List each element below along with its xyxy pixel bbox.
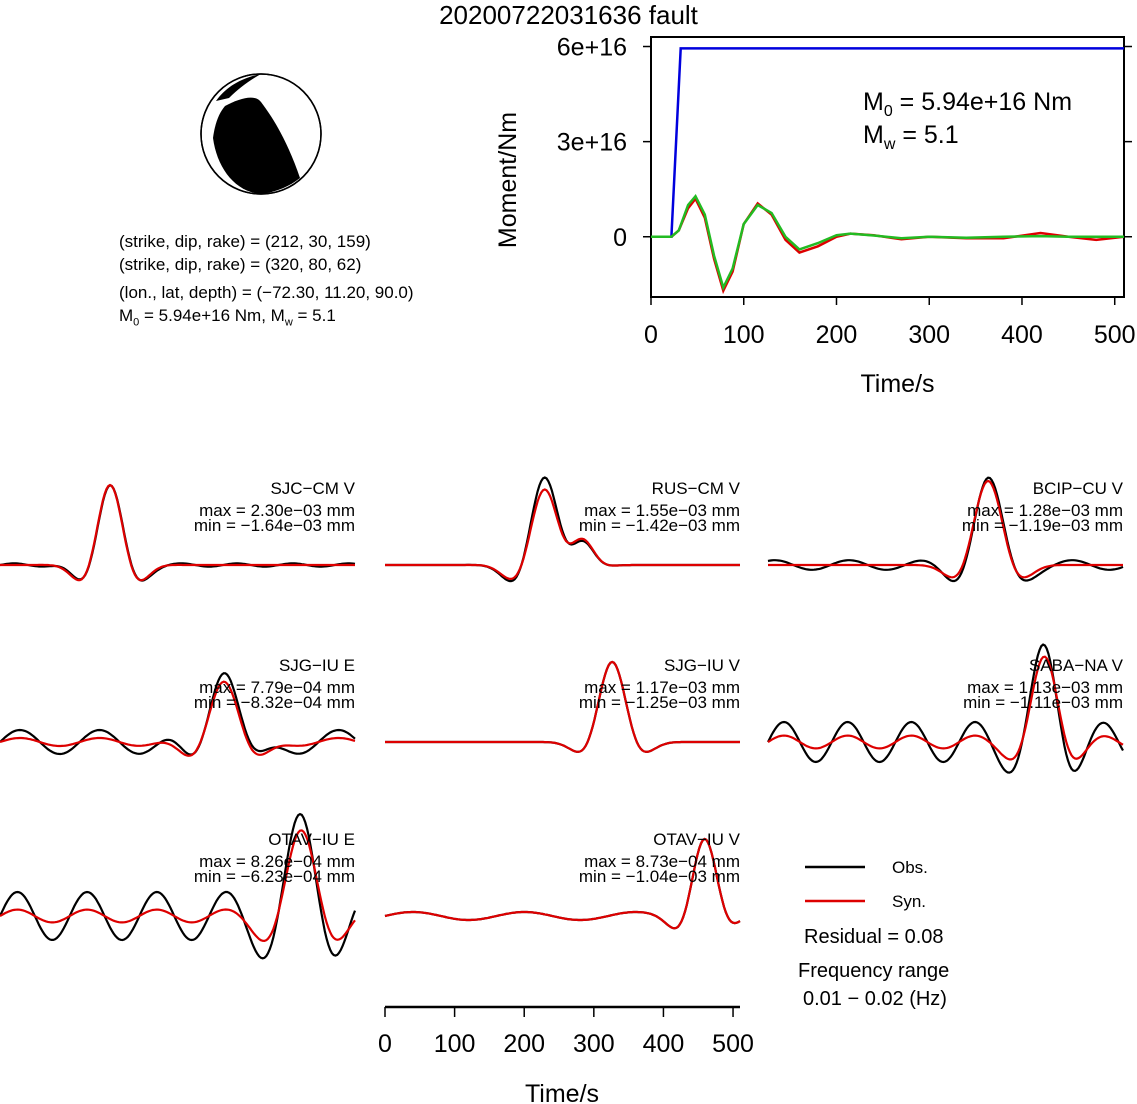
beachball-icon bbox=[200, 73, 322, 195]
moment-ytick-label: 3e+16 bbox=[557, 129, 627, 157]
station-name: OTAV−IU E bbox=[268, 830, 355, 849]
moment-xtick-label: 100 bbox=[723, 321, 765, 349]
station-name: RUS−CM V bbox=[652, 479, 741, 498]
synthetic-trace bbox=[0, 829, 356, 943]
station-max: max = 1.13e−03 mm bbox=[967, 678, 1123, 697]
station-min: min = −1.19e−03 mm bbox=[962, 516, 1123, 535]
station-min: min = −1.64e−03 mm bbox=[194, 516, 355, 535]
wave-xtick-label: 100 bbox=[434, 1030, 476, 1058]
station-name: SJG−IU V bbox=[664, 656, 741, 675]
moment-annotation-mw: Mw = 5.1 bbox=[863, 121, 959, 153]
wave-xlabel: Time/s bbox=[525, 1080, 599, 1104]
wave-xtick-label: 400 bbox=[643, 1030, 685, 1058]
station-max: max = 1.17e−03 mm bbox=[584, 678, 740, 697]
mechanism-nodal-plane-1: (strike, dip, rake) = (212, 30, 159) bbox=[119, 232, 371, 251]
moment-xtick-label: 0 bbox=[644, 321, 658, 349]
moment-plot-frame bbox=[650, 36, 1125, 298]
station-min: min = −6.23e−04 mm bbox=[194, 867, 355, 886]
station-name: SJC−CM V bbox=[270, 479, 355, 498]
synthetic-trace bbox=[385, 660, 740, 753]
mechanism-nodal-plane-2: (strike, dip, rake) = (320, 80, 62) bbox=[119, 255, 362, 274]
moment-xlabel: Time/s bbox=[860, 370, 934, 398]
wave-xtick-label: 0 bbox=[378, 1030, 392, 1058]
observed-trace bbox=[0, 672, 356, 756]
station-name: SJG−IU E bbox=[279, 656, 355, 675]
residual-label: Residual = 0.08 bbox=[804, 926, 944, 948]
moment-annotation-m0: M0 = 5.94e+16 Nm bbox=[863, 88, 1072, 120]
station-name: BCIP−CU V bbox=[1033, 479, 1124, 498]
synthetic-trace bbox=[0, 483, 355, 582]
moment-ytick-label: 0 bbox=[613, 224, 627, 252]
legend: Obs. Syn. bbox=[805, 858, 928, 911]
station-max: max = 7.79e−04 mm bbox=[199, 678, 355, 697]
wave-xtick-label: 300 bbox=[573, 1030, 615, 1058]
station-max: max = 2.30e−03 mm bbox=[199, 501, 355, 520]
moment-chart: 0 3e+16 6e+16 0 100 200 300 400 500 Time/s Moment/… bbox=[494, 34, 1136, 398]
wave-xtick-label: 500 bbox=[712, 1030, 754, 1058]
legend-obs-label: Obs. bbox=[892, 858, 928, 877]
synthetic-trace bbox=[384, 837, 741, 930]
mechanism-location: (lon., lat, depth) = (−72.30, 11.20, 90.… bbox=[119, 283, 414, 302]
moment-ytick-label: 6e+16 bbox=[557, 34, 627, 62]
page-title: 20200722031636 fault bbox=[439, 0, 698, 30]
synthetic-trace bbox=[385, 488, 740, 581]
observed-trace bbox=[767, 643, 1124, 774]
station-min: min = −1.42e−03 mm bbox=[579, 516, 740, 535]
synthetic-trace bbox=[767, 655, 1124, 761]
moment-ylabel: Moment/Nm bbox=[494, 112, 522, 248]
station-max: max = 1.55e−03 mm bbox=[584, 501, 740, 520]
station-min: min = −1.25e−03 mm bbox=[579, 693, 740, 712]
station-max: max = 8.73e−04 mm bbox=[584, 852, 740, 871]
mechanism-magnitude: M0 = 5.94e+16 Nm, Mw = 5.1 bbox=[119, 306, 336, 329]
mechanism-info: (strike, dip, rake) = (212, 30, 159) (st… bbox=[119, 230, 414, 334]
synthetic-trace bbox=[768, 479, 1123, 579]
legend-syn-label: Syn. bbox=[892, 892, 926, 911]
moment-xtick-label: 500 bbox=[1094, 321, 1136, 349]
observed-trace bbox=[767, 476, 1124, 583]
station-min: min = −8.32e−04 mm bbox=[194, 693, 355, 712]
station-min: min = −1.11e−03 mm bbox=[963, 693, 1123, 712]
station-name: SABA−NA V bbox=[1029, 656, 1124, 675]
wave-xtick-label: 200 bbox=[503, 1030, 545, 1058]
moment-xtick-label: 400 bbox=[1001, 321, 1043, 349]
moment-xtick-label: 200 bbox=[816, 321, 858, 349]
station-max: max = 1.28e−03 mm bbox=[967, 501, 1123, 520]
synthetic-trace bbox=[0, 680, 356, 757]
moment-series-2 bbox=[651, 193, 1124, 291]
moment-xtick-label: 300 bbox=[908, 321, 950, 349]
station-min: min = −1.04e−03 mm bbox=[579, 867, 740, 886]
frequency-label: Frequency range bbox=[798, 960, 950, 982]
frequency-value: 0.01 − 0.02 (Hz) bbox=[803, 988, 947, 1010]
observed-trace bbox=[0, 812, 357, 960]
station-max: max = 8.26e−04 mm bbox=[199, 852, 355, 871]
station-name: OTAV−IU V bbox=[653, 830, 740, 849]
